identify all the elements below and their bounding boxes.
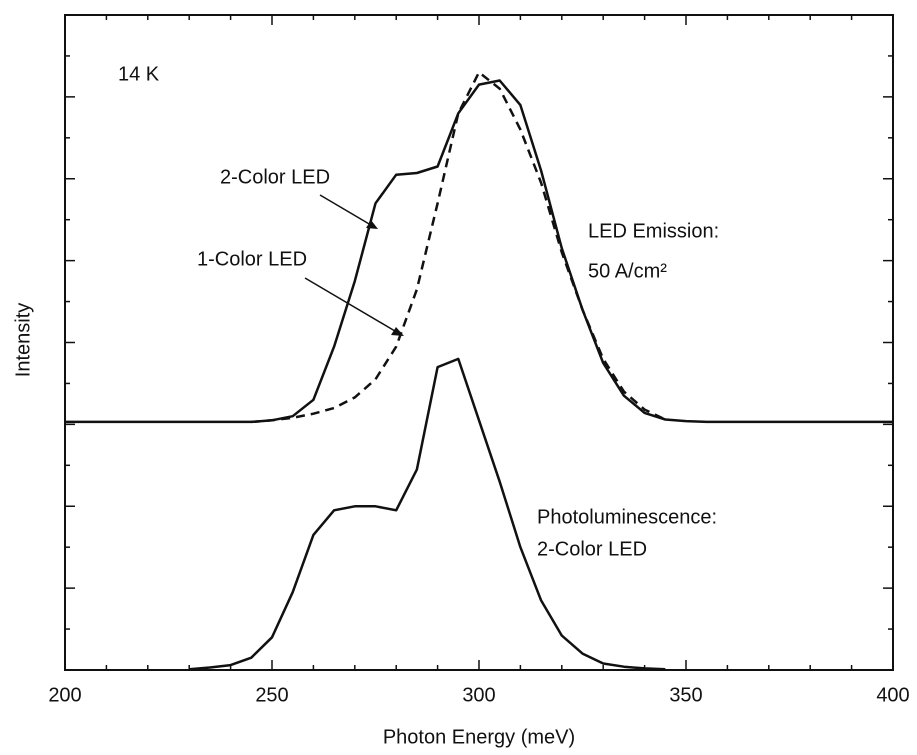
plot-frame [64, 14, 894, 671]
annotation: 2-Color LED [220, 166, 330, 188]
series-line [251, 71, 666, 424]
arrow-head [391, 327, 404, 336]
annotation: Photoluminescence: [537, 506, 717, 528]
x-tick-label: 200 [48, 684, 81, 706]
x-tick-label: 300 [462, 684, 495, 706]
annotation: 50 A/cm² [588, 260, 667, 282]
arrow [304, 277, 401, 335]
annotation: 2-Color LED [537, 538, 647, 560]
x-tick-label: 250 [255, 684, 288, 706]
arrow [319, 194, 377, 229]
x-axis-label: Photon Energy (meV) [383, 726, 575, 748]
x-tick-label: 350 [669, 684, 702, 706]
x-tick-label: 400 [876, 684, 909, 706]
series-line [65, 79, 893, 424]
y-axis-label: Intensity [12, 303, 34, 377]
annotation: LED Emission: [588, 220, 719, 242]
annotation: 1-Color LED [197, 248, 307, 270]
annotation: 14 K [118, 63, 160, 85]
series-line [189, 357, 666, 671]
